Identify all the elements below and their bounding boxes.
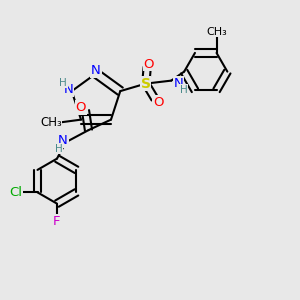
Text: CH₃: CH₃ bbox=[40, 116, 62, 129]
Text: N: N bbox=[174, 77, 184, 90]
Text: N: N bbox=[64, 83, 74, 96]
Text: N: N bbox=[58, 134, 68, 147]
Text: H: H bbox=[180, 85, 188, 94]
Text: O: O bbox=[76, 101, 86, 114]
Text: S: S bbox=[141, 76, 151, 91]
Text: CH₃: CH₃ bbox=[206, 27, 227, 37]
Text: Cl: Cl bbox=[9, 186, 22, 199]
Text: O: O bbox=[143, 58, 154, 70]
Text: H: H bbox=[59, 78, 67, 88]
Text: N: N bbox=[91, 64, 101, 77]
Text: O: O bbox=[153, 96, 164, 109]
Text: F: F bbox=[53, 215, 61, 228]
Text: H: H bbox=[55, 144, 62, 154]
